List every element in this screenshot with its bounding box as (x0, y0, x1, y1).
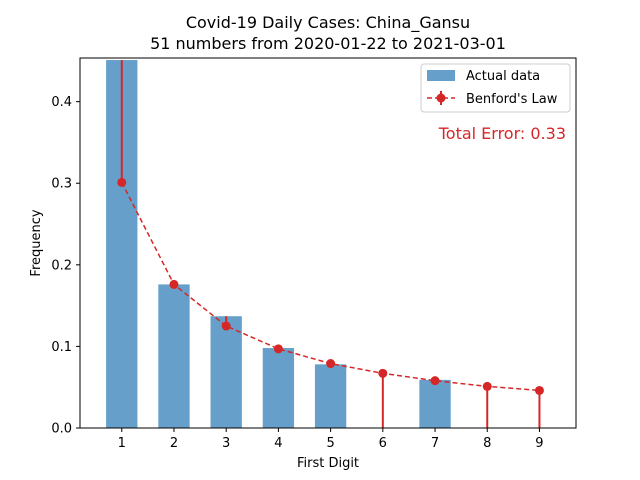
benford-point-6 (378, 368, 388, 378)
legend-label-actual: Actual data (466, 69, 540, 84)
benford-point-2 (169, 279, 179, 289)
bar-digit-4 (262, 348, 295, 428)
benford-point-3 (221, 321, 231, 331)
legend-label-benford: Benford's Law (466, 92, 558, 107)
x-tick-label: 9 (535, 436, 543, 451)
benford-point-1 (117, 177, 127, 187)
bar-group (106, 60, 451, 428)
legend-marker-swatch (436, 93, 446, 103)
y-tick-label: 0.2 (51, 258, 72, 273)
benford-point-8 (482, 381, 492, 391)
benford-point-4 (273, 344, 283, 354)
bar-digit-2 (158, 284, 190, 428)
legend-bar-swatch (427, 70, 455, 81)
x-tick-label: 8 (483, 436, 491, 451)
x-tick-label: 6 (379, 436, 387, 451)
benford-point-9 (534, 385, 544, 395)
chart-title-line1: Covid-19 Daily Cases: China_Gansu (186, 13, 470, 33)
x-tick-label: 2 (170, 436, 178, 451)
benford-point-7 (430, 376, 440, 386)
x-axis-ticks: 1 2 3 4 5 6 7 8 9 (118, 428, 544, 451)
y-axis-label: Frequency (29, 209, 44, 276)
y-axis-ticks: 0.0 0.1 0.2 0.3 0.4 (51, 95, 80, 437)
plot-frame (79, 57, 577, 429)
bar-digit-3 (210, 316, 242, 428)
y-tick-label: 0.1 (51, 340, 72, 355)
x-tick-label: 5 (326, 436, 334, 451)
benford-point-5 (326, 359, 336, 369)
x-tick-label: 7 (431, 436, 439, 451)
bar-digit-7 (419, 379, 451, 428)
x-tick-label: 4 (274, 436, 282, 451)
y-tick-label: 0.0 (51, 422, 72, 437)
y-tick-label: 0.3 (51, 177, 72, 192)
x-axis-label: First Digit (297, 456, 359, 471)
total-error-annotation: Total Error: 0.33 (438, 124, 566, 143)
benford-series (117, 60, 544, 428)
x-tick-label: 3 (222, 436, 230, 451)
legend-box (420, 63, 571, 113)
bar-digit-5 (314, 364, 347, 428)
x-tick-label: 1 (118, 436, 126, 451)
chart-title-line2: 51 numbers from 2020-01-22 to 2021-03-01 (150, 34, 506, 53)
y-tick-label: 0.4 (51, 95, 72, 110)
legend: Actual data Benford's Law (420, 63, 571, 113)
